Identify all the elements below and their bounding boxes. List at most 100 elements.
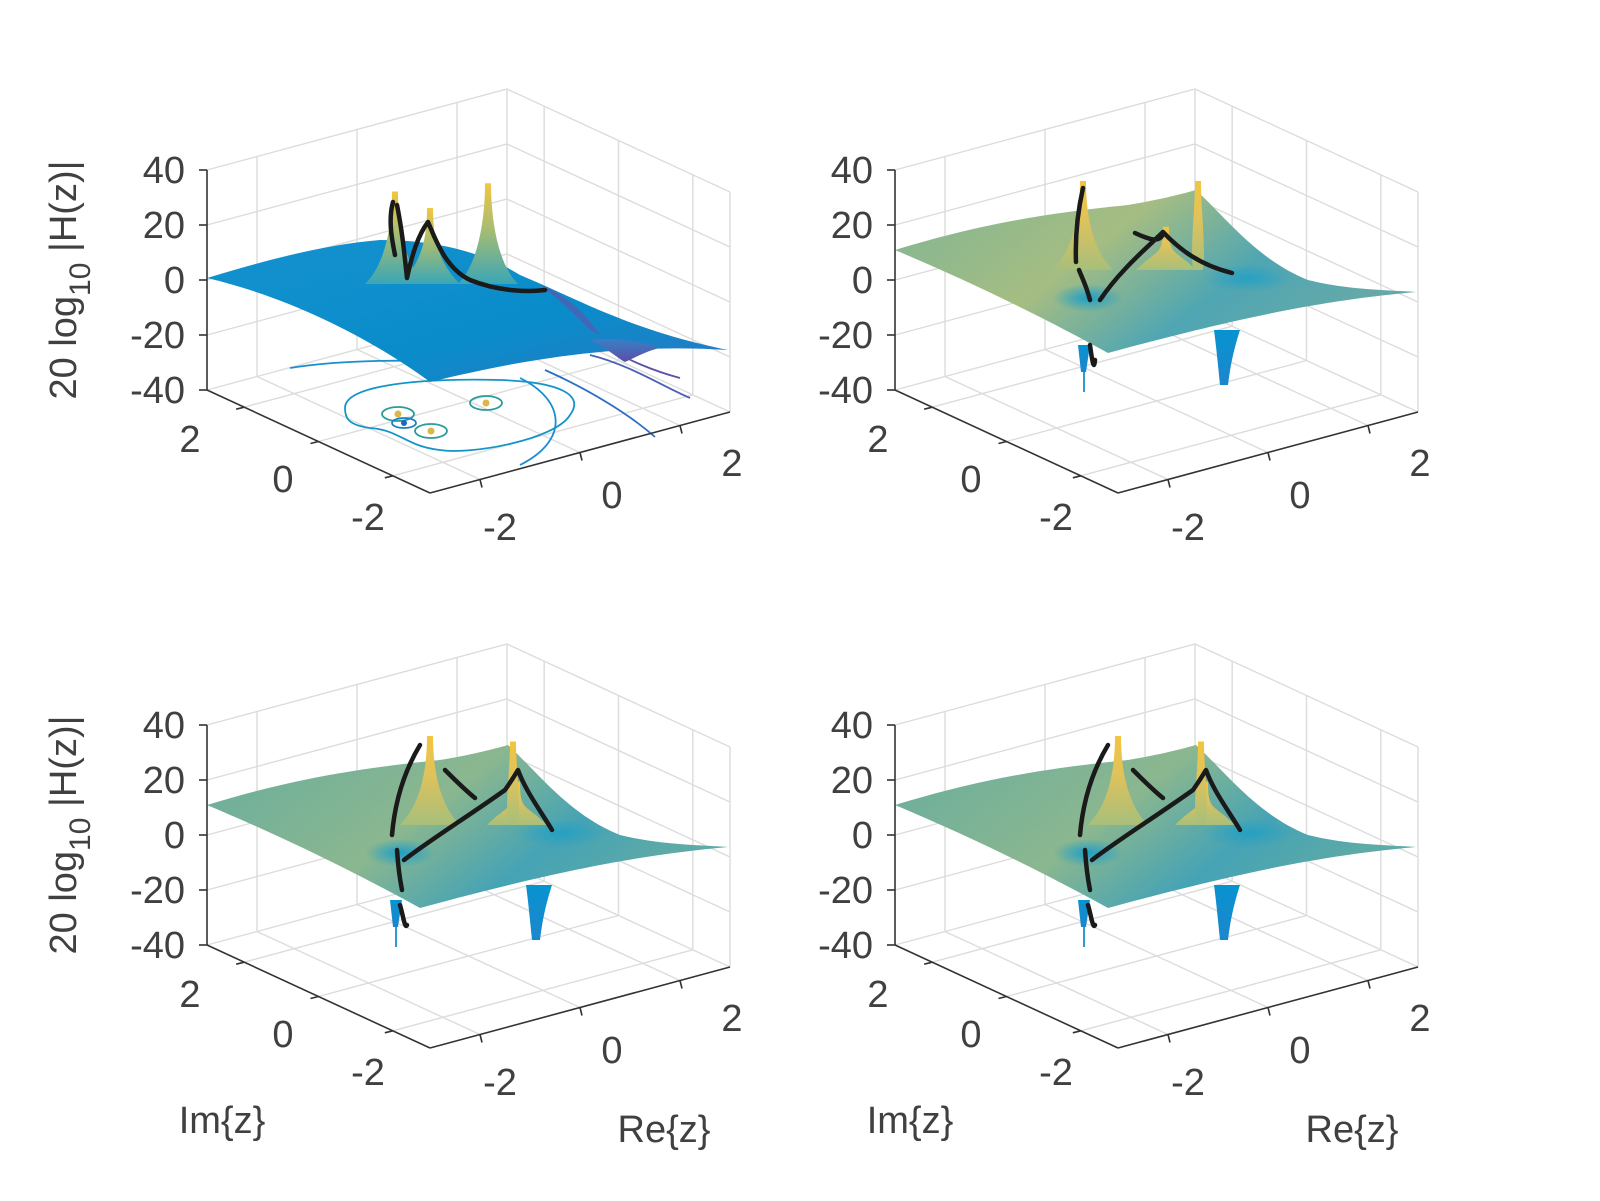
re-tickmark [579,1007,583,1016]
re-axis-label: Re{z} [618,1109,711,1151]
pole-peak [1195,741,1207,825]
z-tick-label: 20 [143,760,185,802]
dip-spike [1214,885,1240,940]
dip-spike [1214,330,1240,385]
re-tickmark [679,980,683,989]
pole-peak [365,191,425,284]
im-axis-label: Im{z} [867,1100,954,1142]
locus-curve [389,742,555,929]
re-tickmark [1267,1007,1271,1016]
z-tick-label: 40 [143,705,185,747]
z-tick-label: -20 [130,315,185,357]
im-tickmark [235,961,245,965]
im-floor-gridline [1006,359,1307,443]
surface-sheet [895,190,1416,353]
surface-dip [590,339,660,362]
z-tick-label: -40 [130,370,185,412]
re-tick-label: 0 [1289,1030,1310,1072]
z-axis-label-subscript: 10 [64,818,97,851]
contour-ring [381,406,415,422]
z-tick-label: -20 [818,315,873,357]
im-tick-label: 0 [272,459,293,501]
im-tick-label: 2 [179,419,200,461]
im-tick-label: -2 [1039,497,1073,539]
surface-sheet [207,745,728,908]
surface-hollow [1053,839,1123,867]
re-tick-label: -2 [483,1062,517,1104]
re-tickmark [1167,1034,1171,1043]
im-tickmark [923,961,933,965]
z-tick-label: 40 [831,150,873,192]
re-tick-label: 0 [1289,475,1310,517]
surface [895,181,1416,392]
locus-path [388,199,548,294]
im-tickmark [923,406,933,410]
z-axis-label-subscript: 10 [64,263,97,296]
re-tick-label: -2 [1171,507,1205,549]
z-tick-label: -20 [130,870,185,912]
im-floor-gridline [1080,394,1382,477]
im-tick-label: 2 [867,974,888,1016]
re-tickmark [1367,980,1371,989]
im-tick-label: -2 [351,1052,385,1094]
surface-hollow [515,819,605,847]
surface-sheet [895,745,1416,908]
im-tick-label: 2 [867,419,888,461]
surface-sheet [207,240,728,382]
contour-ring [414,423,448,439]
dip-spike [1078,345,1090,372]
contour-ring [391,417,417,429]
contour-line [519,377,557,466]
im-floor-gridline [1006,914,1307,998]
re-tick-label: 2 [721,998,742,1040]
contour-ring [469,395,503,411]
im-floor-gridline [1080,949,1382,1032]
surface-edge-shade [540,285,600,335]
pole-peak [1136,226,1196,270]
pole-peak [1192,181,1204,270]
re-tick-label: 0 [601,475,622,517]
pole-peak [1053,181,1113,270]
z-tick-label: 20 [143,205,185,247]
z-gridline [206,143,731,248]
re-tick-label: -2 [1171,1062,1205,1104]
z-axis-label-main: 20 log [43,851,85,955]
z-gridline [894,88,1419,193]
pole-marker [394,410,402,418]
im-tickmark [235,406,245,410]
im-tickmark [998,440,1007,445]
z-tick-label: 40 [143,150,185,192]
re-tickmark [1267,452,1271,461]
pole-peak [400,736,460,825]
locus-curve [1077,742,1243,929]
im-tickmark [384,1030,394,1034]
z-tick-label: -20 [818,870,873,912]
z-axis-label: 20 log10 |H(z)| [43,161,97,400]
surface [895,736,1416,947]
im-tickmark [384,475,394,479]
re-tick-label: 0 [601,1030,622,1072]
locus-path [1077,742,1243,929]
im-tickmark [1072,1030,1082,1034]
z-tick-label: 20 [831,760,873,802]
pole-peak [507,741,519,825]
z-axis-label-tail: |H(z)| [43,161,85,263]
pole-peak [1088,736,1148,825]
surface-hollow [1203,819,1293,847]
z-tick-label: 0 [852,815,873,857]
re-tickmark [679,425,683,434]
z-axis-label-tail: |H(z)| [43,716,85,818]
im-axis-label: Im{z} [179,1100,266,1142]
re-tickmark [579,452,583,461]
re-tickmark [479,479,483,488]
pole-marker [482,399,490,407]
z-tick-label: -40 [818,925,873,967]
z-gridline [206,88,731,193]
re-tickmark [479,1034,483,1043]
grid-walls [206,88,731,481]
